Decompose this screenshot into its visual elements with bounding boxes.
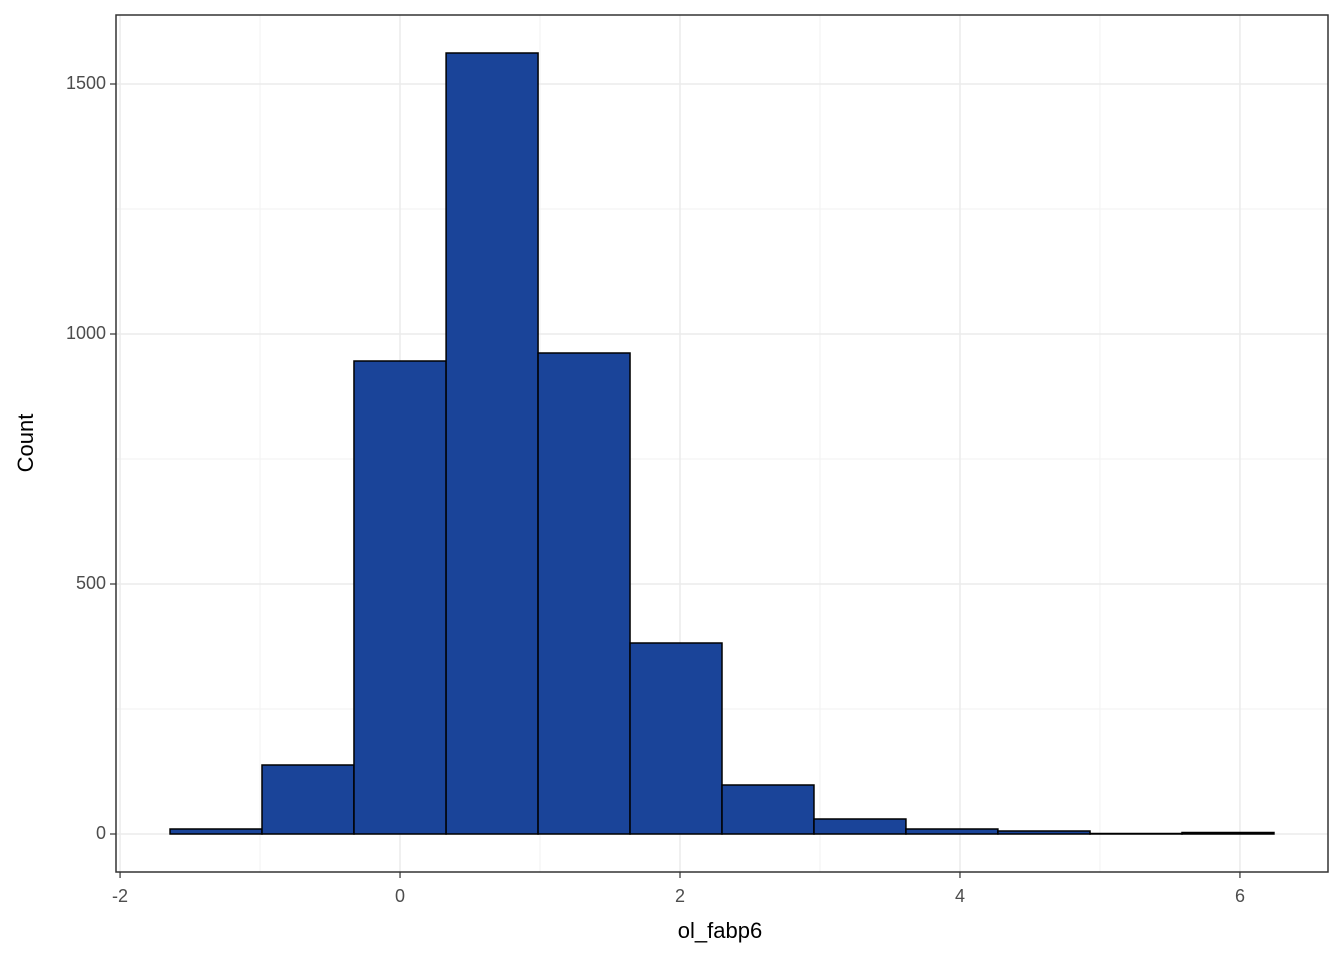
bar [721,784,815,835]
bar [629,642,723,835]
x-axis-title: ol_fabp6 [678,918,762,943]
bar [813,818,907,835]
y-tick-label: 1500 [66,73,106,93]
x-tick-label: 2 [675,886,685,906]
panel-border [115,14,1329,873]
bar [1181,831,1275,835]
bar [1089,832,1183,835]
y-axis-title: Count [13,414,38,473]
y-tick-label: 500 [76,573,106,593]
bar [445,52,539,835]
y-tick-label: 0 [96,823,106,843]
x-tick-label: 4 [955,886,965,906]
x-tick-label: 0 [395,886,405,906]
bar [261,764,355,835]
bar [997,830,1091,835]
bar [905,828,999,835]
bar [537,352,631,835]
y-tick-label: 1000 [66,323,106,343]
bar [353,360,447,835]
x-tick-label: 6 [1235,886,1245,906]
bar [169,828,263,835]
x-tick-label: -2 [112,886,128,906]
